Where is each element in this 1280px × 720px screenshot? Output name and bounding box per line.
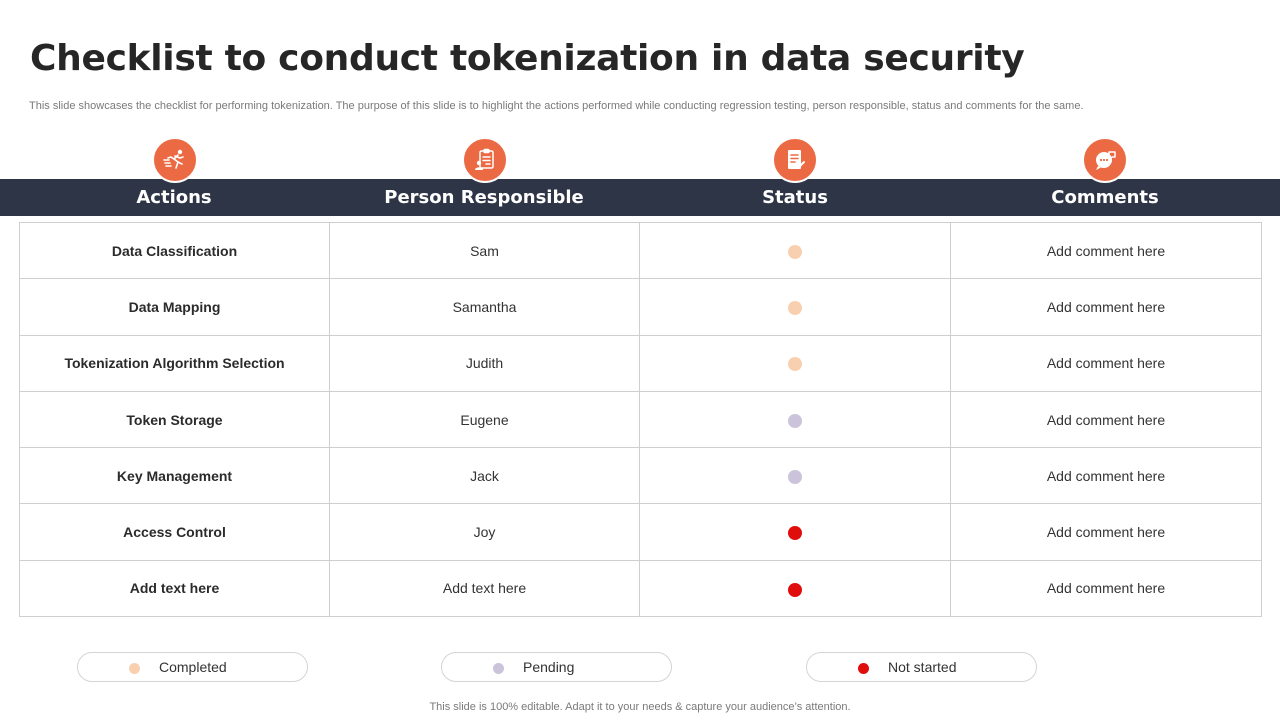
status-cell: [639, 447, 951, 505]
clipboard-person-icon: [462, 137, 508, 183]
comment-cell: Add comment here: [950, 278, 1262, 336]
status-dot: [788, 244, 802, 259]
action-cell: Data Classification: [19, 221, 330, 280]
header-actions: Actions: [136, 187, 212, 208]
status-cell: [639, 278, 951, 336]
status-cell: [639, 221, 951, 280]
person-cell: Samantha: [329, 278, 640, 336]
legend-label-pending: Pending: [523, 659, 575, 675]
person-cell: Add text here: [329, 559, 640, 618]
table-row: Token Storage Eugene Add comment here: [19, 390, 1262, 449]
header-comments: Comments: [1051, 187, 1159, 208]
header-person-responsible: Person Responsible: [384, 187, 584, 208]
legend-completed: Completed: [77, 652, 308, 682]
action-cell: Access Control: [19, 503, 330, 561]
legend-dot-pending: [493, 663, 504, 674]
checklist-table: Data Classification Sam Add comment here…: [19, 221, 1262, 618]
person-cell: Jack: [329, 447, 640, 505]
status-dot: [788, 357, 802, 372]
table-row: Key Management Jack Add comment here: [19, 447, 1262, 505]
action-cell: Token Storage: [19, 390, 330, 449]
slide-footer: This slide is 100% editable. Adapt it to…: [429, 701, 851, 713]
table-row: Tokenization Algorithm Selection Judith …: [19, 334, 1262, 392]
table-header-bar: [0, 179, 1280, 216]
status-dot: [788, 301, 802, 316]
status-cell: [639, 390, 951, 449]
chat-bubble-icon: [1082, 137, 1128, 183]
legend-not-started: Not started: [806, 652, 1037, 682]
comment-cell: Add comment here: [950, 447, 1262, 505]
person-cell: Judith: [329, 334, 640, 392]
action-cell: Add text here: [19, 559, 330, 618]
comment-cell: Add comment here: [950, 559, 1262, 618]
table-row: Data Classification Sam Add comment here: [19, 221, 1262, 280]
status-cell: [639, 559, 951, 618]
legend-dot-not-started: [858, 663, 869, 674]
status-cell: [639, 334, 951, 392]
status-dot: [788, 582, 802, 597]
header-status: Status: [762, 187, 828, 208]
legend-label-completed: Completed: [159, 659, 227, 675]
action-cell: Data Mapping: [19, 278, 330, 336]
legend-dot-completed: [129, 663, 140, 674]
document-check-icon: [772, 137, 818, 183]
table-row: Access Control Joy Add comment here: [19, 503, 1262, 561]
action-cell: Tokenization Algorithm Selection: [19, 334, 330, 392]
comment-cell: Add comment here: [950, 503, 1262, 561]
table-row: Add text here Add text here Add comment …: [19, 559, 1262, 618]
table-row: Data Mapping Samantha Add comment here: [19, 278, 1262, 336]
action-cell: Key Management: [19, 447, 330, 505]
person-cell: Joy: [329, 503, 640, 561]
legend-label-not-started: Not started: [888, 659, 957, 675]
running-person-icon: [152, 137, 198, 183]
slide-subtitle: This slide showcases the checklist for p…: [29, 100, 1084, 112]
status-dot: [788, 413, 802, 428]
slide-title: Checklist to conduct tokenization in dat…: [30, 38, 1025, 79]
status-cell: [639, 503, 951, 561]
person-cell: Sam: [329, 221, 640, 280]
comment-cell: Add comment here: [950, 390, 1262, 449]
status-dot: [788, 526, 802, 541]
person-cell: Eugene: [329, 390, 640, 449]
comment-cell: Add comment here: [950, 221, 1262, 280]
legend-pending: Pending: [441, 652, 672, 682]
status-dot: [788, 469, 802, 484]
comment-cell: Add comment here: [950, 334, 1262, 392]
